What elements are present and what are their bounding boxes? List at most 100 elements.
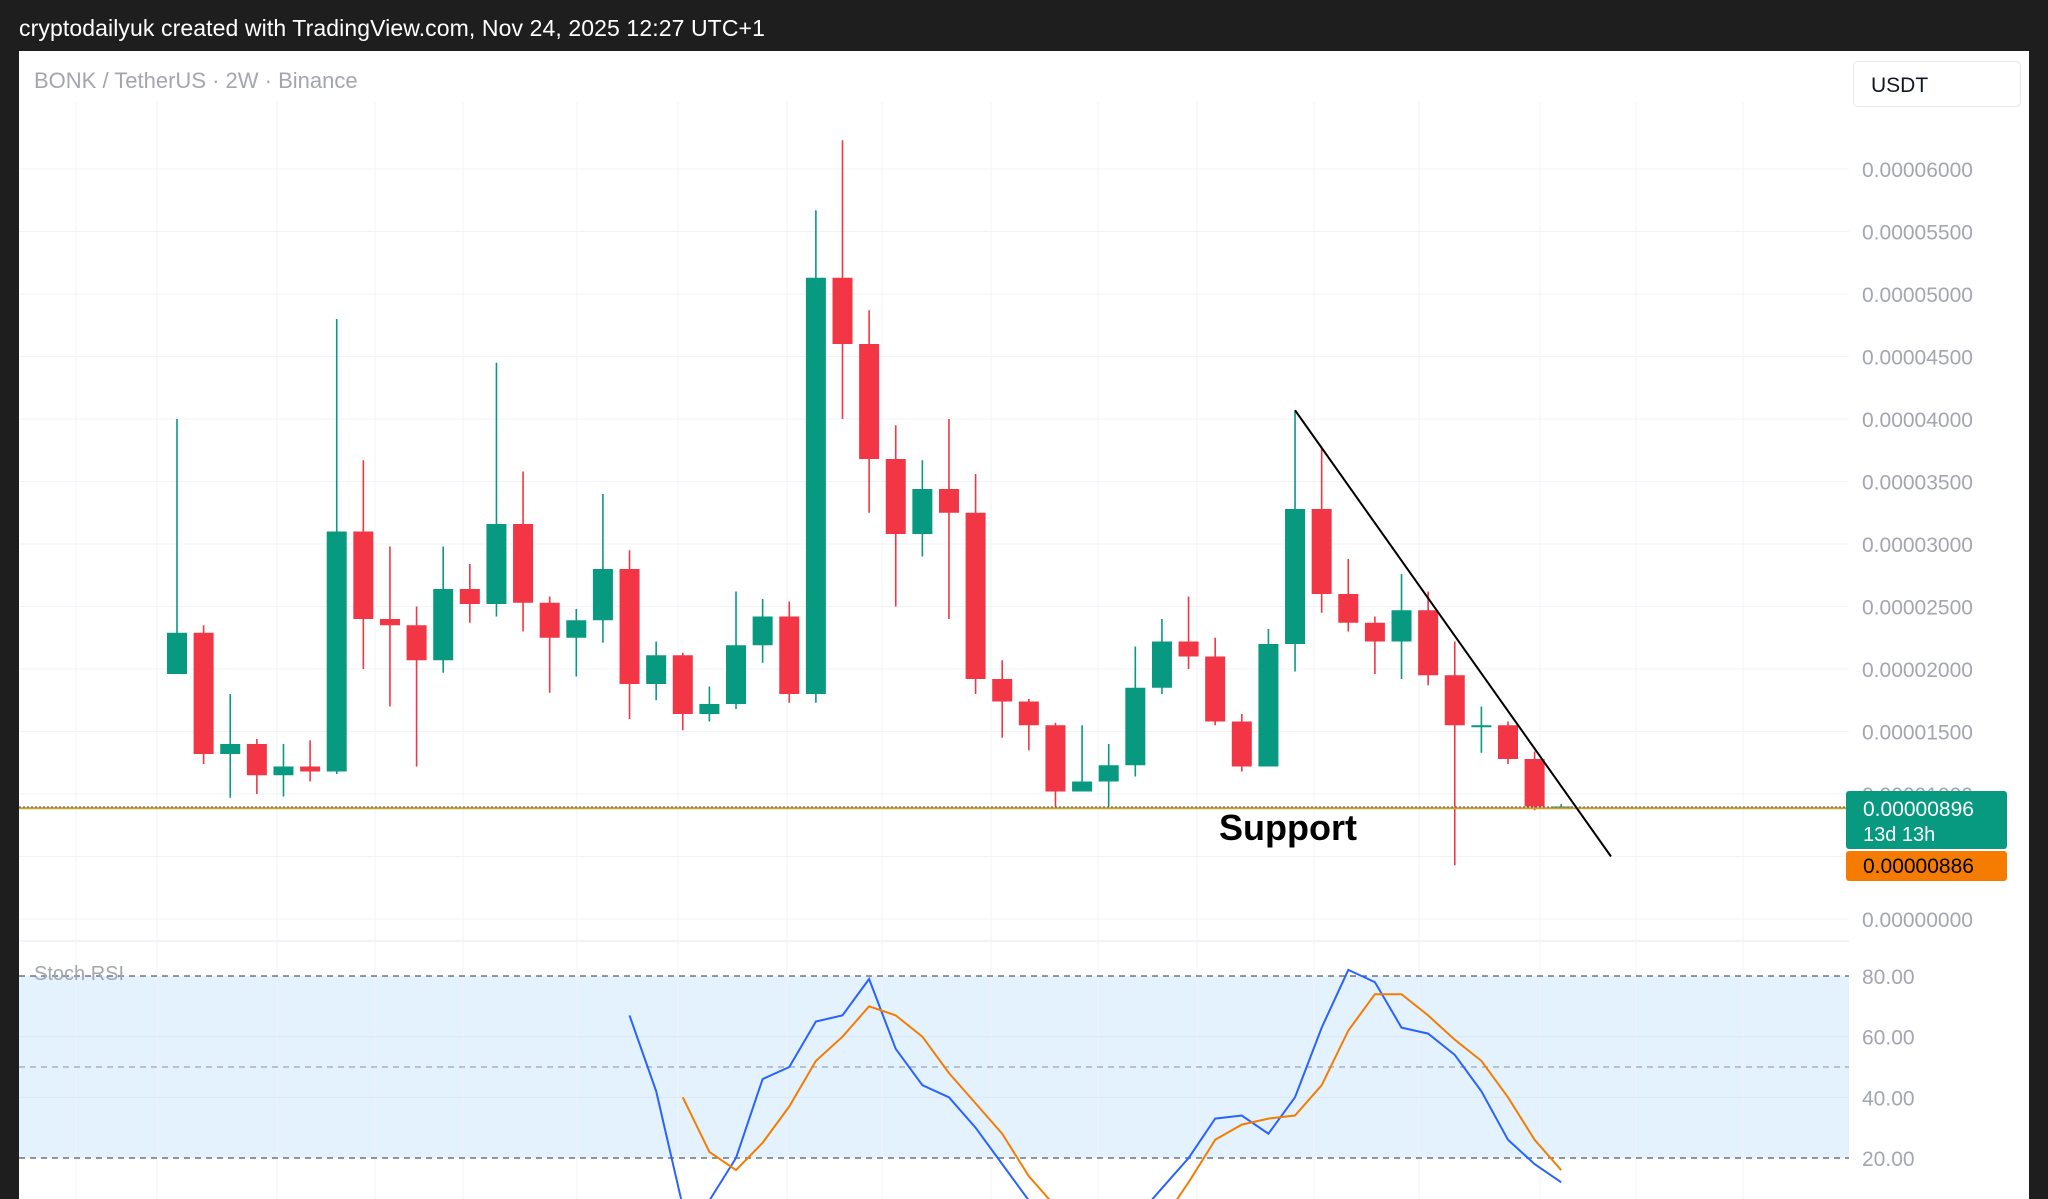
candle [592,494,613,643]
price-tick-label: 0.00000000 [1862,909,1973,932]
candle [1098,744,1119,807]
candle-body [1045,725,1066,792]
candle-body [1178,641,1199,657]
candle-body [1338,594,1359,623]
candle-body [726,645,747,704]
candle-body [1418,610,1439,676]
candle [726,591,747,709]
overlays: Support [19,409,1849,858]
candle-body [646,655,667,684]
candle-body [859,344,880,459]
price-tick-label: 0.00005000 [1862,284,1973,307]
candles [167,140,1572,866]
candle-body [805,277,826,694]
candle [619,550,640,719]
candle-body [992,679,1013,702]
candle-body [300,766,321,772]
candle [1178,596,1199,669]
candle [1151,619,1172,694]
candle [539,596,560,693]
symbol-title: BONK / TetherUS · 2W · Binance [34,68,358,93]
candle [1285,410,1306,672]
candle [1045,722,1066,807]
candle [1524,751,1545,811]
candle [1205,637,1226,726]
candle [699,686,720,722]
price-tick-label: 0.00003500 [1862,472,1973,495]
price-tick-label: 0.00006000 [1862,159,1973,182]
candle-body [406,625,427,661]
candle [167,419,187,674]
candle-body [326,531,347,772]
candle [433,546,454,673]
price-tick-label: 0.00004500 [1862,347,1973,370]
candle-body [699,704,720,714]
candle [246,739,267,794]
candle [1471,706,1492,753]
candle [965,474,986,694]
candle [938,419,959,619]
price-labels: 0.00000896 13d 13h 0.00000886 [1846,791,2007,881]
candle-body [220,744,241,754]
candle-body [1524,759,1545,807]
price-tick-label: 0.00003000 [1862,534,1973,557]
stoch-rsi-d-line [681,993,1562,1199]
candle [1311,446,1332,613]
price-tick-label: 0.00005500 [1862,222,1973,245]
candle-body [353,531,374,619]
price-tick-label: 0.00001500 [1862,722,1973,745]
candle-body [513,524,534,603]
candle-body [672,655,693,714]
candle [646,641,667,701]
current-price-label: 0.00000896 [1863,798,1974,821]
candle [1391,574,1412,679]
candle-body [619,569,640,684]
candle-body [193,632,214,754]
price-tick-label: 0.00002500 [1862,597,1973,620]
candle-body [832,277,853,344]
candle [672,652,693,731]
candle [193,625,214,764]
candle [459,564,480,623]
countdown-label: 13d 13h [1863,824,1935,846]
stoch-tick-label: 80.00 [1862,966,1915,989]
candle [1444,641,1465,866]
candle [832,140,853,419]
stoch-rsi-label: Stoch RSI [34,963,124,985]
candle-body [938,489,959,513]
candle-body [1364,622,1385,642]
candle-body [779,616,800,694]
current-price-tag [1846,791,2007,849]
candle [486,362,507,617]
currency-label: USDT [1871,74,1929,97]
price-axis: 0.000000000.000010000.000015000.00002000… [1862,159,1973,1171]
candle [566,609,587,677]
stoch-rsi-lines [628,968,1562,1199]
candle [1364,616,1385,674]
currency-selector[interactable]: USDT [1853,61,2021,107]
candle [379,546,400,707]
candle [220,694,241,798]
candle-body [1498,725,1518,759]
candle [1258,629,1279,767]
stoch-tick-label: 40.00 [1862,1087,1915,1110]
candle [1018,699,1039,751]
candle-body [1231,721,1252,767]
candle [912,460,933,557]
candle-body [1258,644,1279,767]
attribution-text: cryptodailyuk created with TradingView.c… [19,15,765,41]
candle-body [486,524,507,604]
candle-body [965,512,986,679]
candle [353,460,374,669]
candle [885,425,906,607]
candle [406,606,427,767]
candle-body [167,632,187,674]
candle [1125,646,1146,777]
price-chart[interactable]: Stoch RSI Support 0.000000000.000010000.… [19,51,2029,1199]
candle-body [379,619,400,626]
support-price-label: 0.00000886 [1863,855,1974,878]
candle [1418,591,1439,686]
candle-body [885,459,906,534]
candle [326,319,347,774]
candle [805,210,826,703]
